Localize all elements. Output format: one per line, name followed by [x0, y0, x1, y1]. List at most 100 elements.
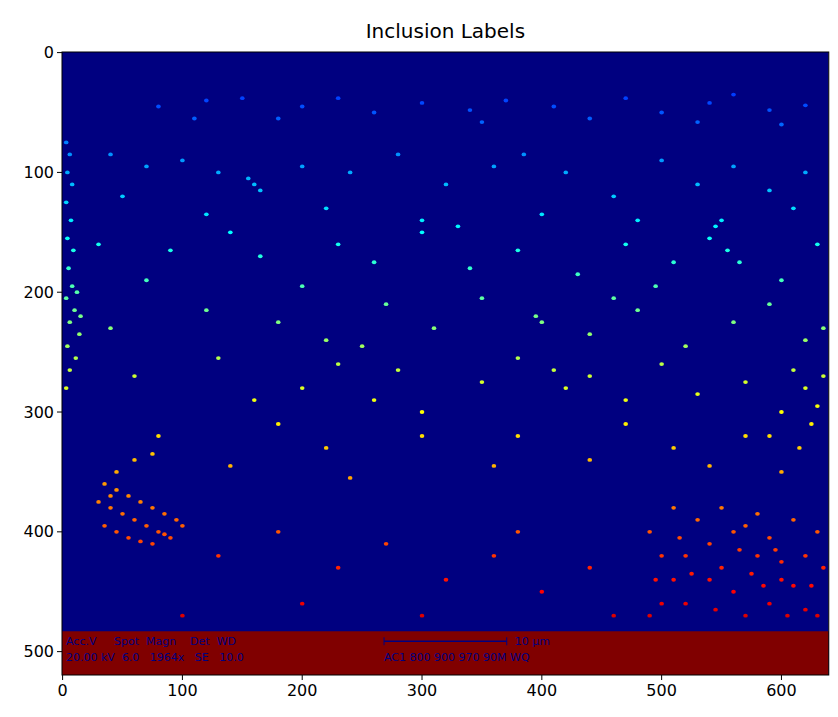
inclusion: [77, 332, 82, 336]
inclusion: [162, 512, 167, 516]
inclusion: [623, 422, 628, 426]
y-tick-label: 300: [23, 403, 54, 422]
inclusion: [150, 452, 155, 456]
inclusion: [611, 194, 616, 198]
y-tick: [57, 172, 62, 173]
inclusion: [67, 153, 72, 157]
inclusion: [75, 290, 80, 294]
inclusion: [587, 374, 592, 378]
x-tick-label: 100: [167, 681, 198, 700]
inclusion: [258, 254, 263, 258]
inclusion: [659, 554, 664, 558]
banner-text: 20.00 kV 6.0 1964x SE 10.0: [66, 651, 244, 664]
inclusion: [150, 506, 155, 510]
inclusion: [803, 608, 808, 612]
background: [62, 52, 829, 675]
inclusion: [522, 153, 527, 157]
inclusion: [348, 171, 353, 175]
inclusion: [725, 248, 730, 252]
inclusion: [731, 530, 736, 534]
inclusion: [815, 614, 820, 618]
inclusion: [731, 93, 736, 97]
inclusion: [695, 518, 700, 522]
inclusion: [444, 578, 449, 582]
inclusion: [252, 398, 257, 402]
inclusion: [737, 260, 742, 264]
x-tick-label: 0: [58, 681, 68, 700]
info-banner: [62, 631, 829, 675]
y-tick-label: 500: [23, 642, 54, 661]
inclusion: [767, 602, 772, 606]
inclusion: [192, 117, 197, 121]
inclusion: [587, 566, 592, 570]
x-tick-label: 400: [527, 681, 558, 700]
x-tick-label: 500: [646, 681, 677, 700]
inclusion: [492, 464, 497, 468]
inclusion: [809, 584, 814, 588]
inclusion: [659, 362, 664, 366]
inclusion: [384, 542, 389, 546]
inclusion: [635, 218, 640, 222]
inclusion: [65, 236, 70, 240]
inclusion: [420, 614, 425, 618]
inclusion: [228, 230, 233, 234]
inclusion: [162, 532, 167, 536]
inclusion: [96, 500, 101, 504]
inclusion: [767, 302, 772, 306]
inclusion: [516, 530, 521, 534]
inclusion: [767, 188, 772, 192]
inclusion: [138, 540, 143, 544]
inclusion: [767, 434, 772, 438]
inclusion: [204, 308, 209, 312]
inclusion: [324, 206, 329, 210]
inclusion: [803, 103, 808, 107]
inclusion: [102, 482, 107, 486]
inclusion: [575, 272, 580, 276]
inclusion: [492, 554, 497, 558]
banner-text: AC1 800 900 970 90M WQ: [384, 651, 530, 664]
inclusion: [737, 548, 742, 552]
inclusion: [552, 105, 557, 109]
inclusion: [96, 242, 101, 246]
inclusion: [773, 548, 778, 552]
inclusion: [563, 171, 568, 175]
inclusion: [504, 99, 509, 103]
inclusion: [108, 494, 113, 498]
inclusion: [683, 602, 688, 606]
inclusion: [65, 171, 70, 175]
y-tick-label: 400: [23, 522, 54, 541]
inclusion: [300, 105, 305, 109]
x-tick: [541, 675, 542, 680]
inclusion: [713, 224, 718, 228]
inclusion: [671, 446, 676, 450]
inclusion: [64, 141, 69, 145]
inclusion: [114, 470, 119, 474]
inclusion: [120, 512, 125, 516]
inclusion: [785, 614, 790, 618]
inclusion: [587, 117, 592, 121]
inclusion: [64, 296, 69, 300]
inclusion: [300, 165, 305, 169]
inclusion: [324, 338, 329, 342]
inclusion: [731, 320, 736, 324]
inclusion: [563, 386, 568, 390]
image: [62, 52, 829, 675]
inclusion: [677, 536, 682, 540]
inclusion: [743, 614, 748, 618]
inclusion: [815, 530, 820, 534]
inclusion: [216, 171, 221, 175]
inclusion: [707, 464, 712, 468]
inclusion: [246, 176, 251, 180]
inclusion: [779, 410, 784, 414]
x-tick: [422, 675, 423, 680]
inclusion: [659, 602, 664, 606]
inclusion: [707, 236, 712, 240]
y-tick: [57, 531, 62, 532]
inclusion: [803, 386, 808, 390]
inclusion: [695, 392, 700, 396]
inclusion: [659, 159, 664, 163]
inclusion: [336, 566, 341, 570]
inclusion: [276, 530, 281, 534]
inclusion: [132, 458, 137, 462]
inclusion: [779, 560, 784, 564]
